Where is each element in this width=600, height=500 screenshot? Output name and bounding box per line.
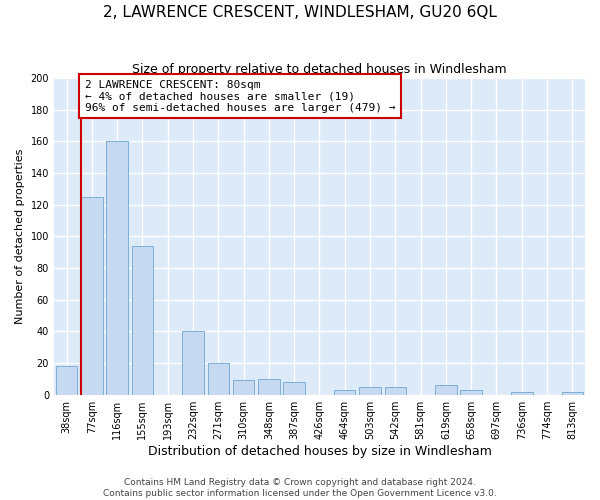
X-axis label: Distribution of detached houses by size in Windlesham: Distribution of detached houses by size … xyxy=(148,444,491,458)
Bar xyxy=(106,142,128,394)
Bar xyxy=(460,390,482,394)
Y-axis label: Number of detached properties: Number of detached properties xyxy=(15,148,25,324)
Bar xyxy=(562,392,583,394)
Bar xyxy=(131,246,153,394)
Bar xyxy=(511,392,533,394)
Bar xyxy=(258,379,280,394)
Bar xyxy=(182,332,204,394)
Title: Size of property relative to detached houses in Windlesham: Size of property relative to detached ho… xyxy=(132,62,507,76)
Bar xyxy=(385,387,406,394)
Text: 2 LAWRENCE CRESCENT: 80sqm
← 4% of detached houses are smaller (19)
96% of semi-: 2 LAWRENCE CRESCENT: 80sqm ← 4% of detac… xyxy=(85,80,395,113)
Bar xyxy=(81,197,103,394)
Bar xyxy=(283,382,305,394)
Bar xyxy=(233,380,254,394)
Text: Contains HM Land Registry data © Crown copyright and database right 2024.
Contai: Contains HM Land Registry data © Crown c… xyxy=(103,478,497,498)
Bar xyxy=(208,363,229,394)
Bar xyxy=(435,385,457,394)
Bar xyxy=(56,366,77,394)
Text: 2, LAWRENCE CRESCENT, WINDLESHAM, GU20 6QL: 2, LAWRENCE CRESCENT, WINDLESHAM, GU20 6… xyxy=(103,5,497,20)
Bar xyxy=(359,387,381,394)
Bar xyxy=(334,390,355,394)
